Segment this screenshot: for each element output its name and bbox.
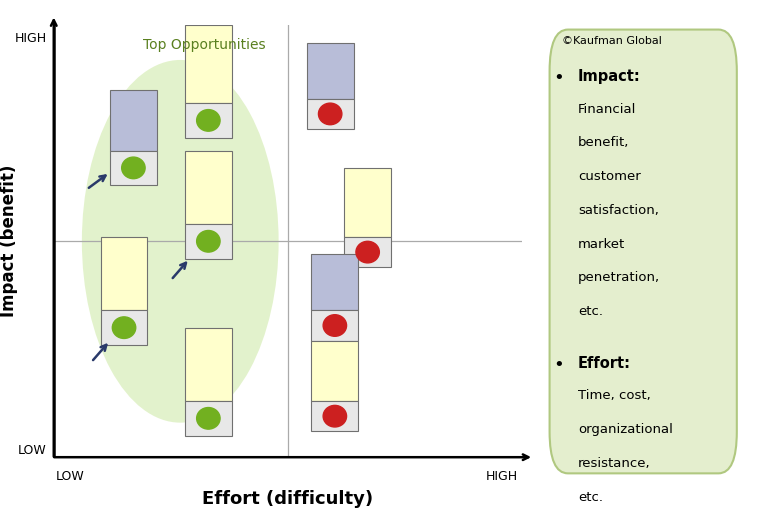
Text: market: market [578, 238, 625, 250]
Text: Top Opportunities: Top Opportunities [143, 39, 266, 52]
Text: Time, cost,: Time, cost, [578, 390, 650, 402]
Text: etc.: etc. [578, 305, 603, 318]
Bar [185, 224, 232, 259]
Bar [185, 328, 232, 401]
Text: Effort:: Effort: [578, 356, 631, 371]
Bar [101, 310, 147, 345]
Text: ©Kaufman Global: ©Kaufman Global [561, 37, 662, 47]
Bar [185, 25, 232, 103]
Text: satisfaction,: satisfaction, [578, 204, 659, 217]
Bar [101, 237, 147, 310]
Text: benefit,: benefit, [578, 136, 630, 149]
FancyBboxPatch shape [550, 29, 737, 473]
Text: Impact (benefit): Impact (benefit) [0, 165, 18, 318]
Circle shape [197, 110, 220, 131]
Circle shape [197, 407, 220, 429]
Bar [185, 150, 232, 224]
Bar [312, 401, 358, 431]
Ellipse shape [82, 60, 279, 423]
Circle shape [197, 231, 220, 252]
Text: LOW: LOW [56, 470, 84, 483]
Text: Financial: Financial [578, 103, 637, 116]
Text: Impact:: Impact: [578, 69, 641, 84]
Text: •: • [554, 356, 564, 374]
Bar [185, 401, 232, 436]
Circle shape [319, 103, 342, 125]
Bar [312, 255, 358, 310]
Text: HIGH: HIGH [15, 32, 47, 45]
Circle shape [112, 317, 136, 338]
Text: penetration,: penetration, [578, 271, 660, 284]
Circle shape [323, 314, 346, 336]
Text: HIGH: HIGH [485, 470, 518, 483]
Text: etc.: etc. [578, 491, 603, 504]
Bar [344, 237, 391, 267]
Text: Effort (difficulty): Effort (difficulty) [203, 490, 373, 507]
Text: organizational: organizational [578, 423, 673, 436]
Text: customer: customer [578, 170, 641, 183]
Circle shape [121, 157, 145, 179]
Bar [344, 168, 391, 237]
Text: LOW: LOW [18, 444, 47, 457]
Circle shape [356, 241, 379, 263]
Bar [306, 43, 353, 99]
Bar [312, 341, 358, 401]
Circle shape [323, 405, 346, 427]
Bar [110, 150, 157, 185]
Text: •: • [554, 69, 564, 87]
Bar [312, 310, 358, 341]
Text: resistance,: resistance, [578, 457, 650, 470]
Bar [110, 90, 157, 150]
Bar [306, 99, 353, 129]
Bar [185, 103, 232, 138]
